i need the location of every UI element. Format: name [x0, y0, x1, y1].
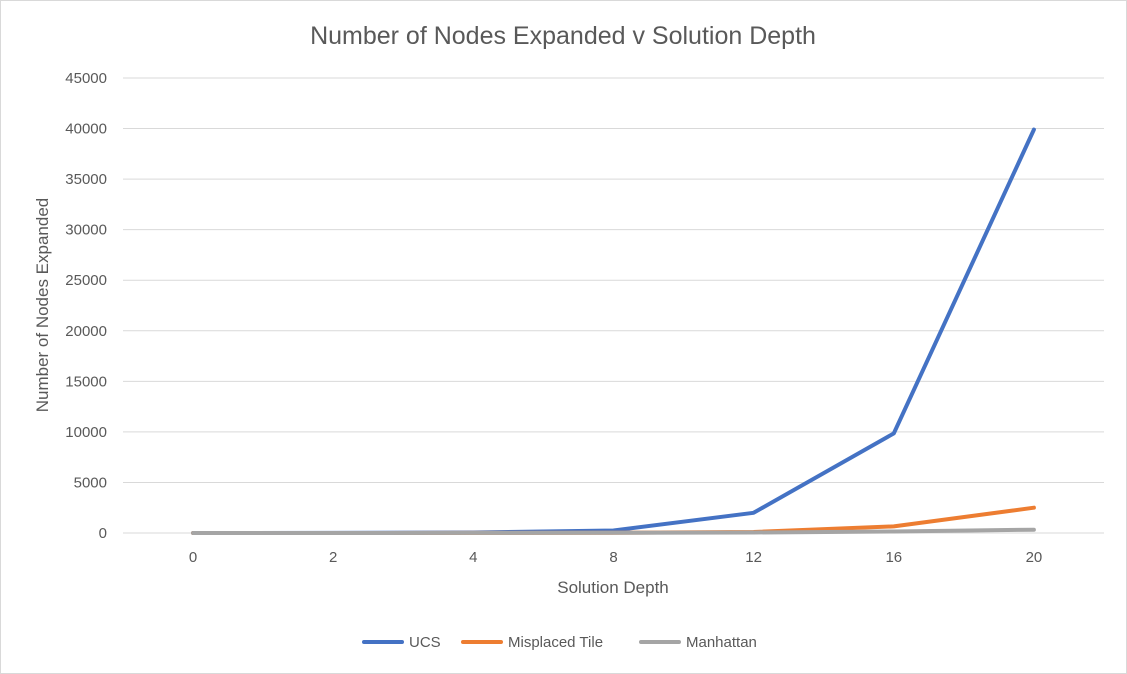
x-tick-label: 12: [745, 549, 762, 566]
chart-title: Number of Nodes Expanded v Solution Dept…: [310, 22, 816, 50]
y-tick-label: 40000: [65, 121, 107, 138]
legend: UCS Misplaced Tile Manhattan: [362, 634, 757, 651]
series-lines: [191, 127, 1036, 535]
y-axis-title: Number of Nodes Expanded: [33, 198, 52, 413]
x-tick-label: 0: [189, 549, 197, 566]
series-line-ucs: [191, 127, 1036, 535]
x-tick-label: 2: [329, 549, 337, 566]
y-tick-label: 25000: [65, 272, 107, 289]
y-tick-label: 20000: [65, 323, 107, 340]
y-tick-label: 10000: [65, 424, 107, 441]
legend-label-misplaced-tile: Misplaced Tile: [508, 634, 603, 651]
gridlines: [123, 77, 1104, 534]
legend-label-manhattan: Manhattan: [686, 634, 757, 651]
y-tick-label: 15000: [65, 373, 107, 390]
y-tick-label: 5000: [74, 474, 107, 491]
legend-label-ucs: UCS: [409, 634, 441, 651]
y-tick-label: 35000: [65, 171, 107, 188]
y-axis-ticks: 0 5000 10000 15000 20000 25000 30000 35000 40000…: [65, 70, 107, 542]
y-tick-label: 30000: [65, 222, 107, 239]
x-axis-ticks: 0 2 4 8 12 16 20: [189, 549, 1042, 566]
x-tick-label: 20: [1026, 549, 1043, 566]
series-line-manhattan: [191, 527, 1036, 535]
x-axis-title: Solution Depth: [557, 578, 669, 597]
x-tick-label: 16: [885, 549, 902, 566]
y-tick-label: 45000: [65, 70, 107, 87]
x-tick-label: 4: [469, 549, 477, 566]
x-tick-label: 8: [609, 549, 617, 566]
y-tick-label: 0: [99, 525, 107, 542]
